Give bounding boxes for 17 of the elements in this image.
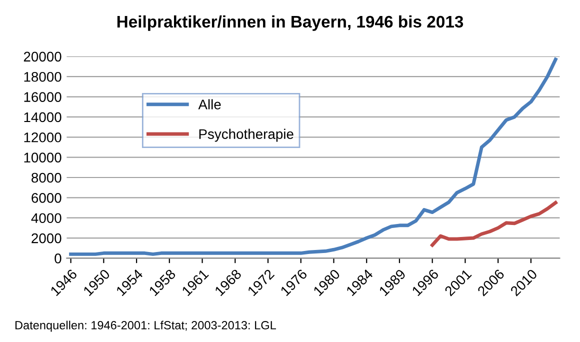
legend-label: Alle — [198, 99, 221, 110]
y-tick-label: 4000 — [31, 213, 62, 224]
y-tick-label: 8000 — [32, 172, 62, 183]
y-tick-label: 14000 — [24, 112, 62, 122]
y-tick-label: 20000 — [24, 52, 62, 62]
legend-label: Psychotherapie — [199, 128, 294, 142]
y-tick-label: 0 — [54, 254, 62, 264]
chart-title: Heilpraktiker/innen in Bayern, 1946 bis 2013 — [117, 15, 464, 31]
y-tick-label: 16000 — [24, 92, 62, 102]
y-tick-label: 2000 — [32, 233, 62, 244]
y-tick-label: 12000 — [24, 132, 62, 142]
y-tick-label: 10000 — [24, 152, 62, 162]
text: Datenquellen: 1946-2001: LfStat; 2003-2013: LGL — [15, 320, 276, 332]
line-series — [69, 58, 558, 256]
y-tick-label: 18000 — [24, 72, 62, 82]
y-tick-label: 6000 — [32, 193, 62, 203]
line-series — [430, 200, 558, 247]
